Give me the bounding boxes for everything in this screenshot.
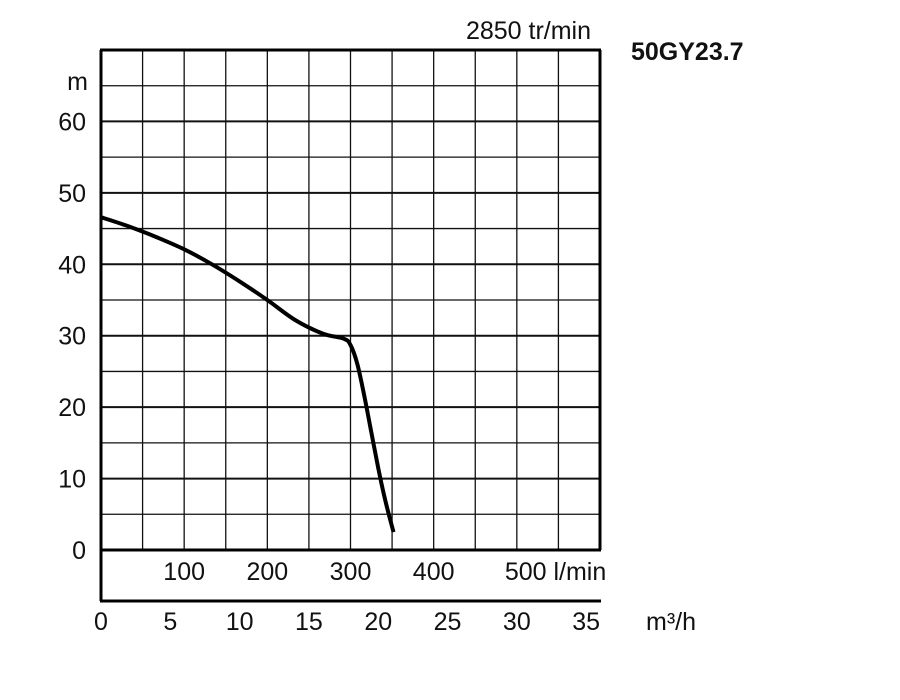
speed-label: 2850 tr/min: [466, 17, 591, 45]
x-tick-label: 35: [572, 608, 600, 636]
x-axis-label: m³/h: [646, 608, 696, 636]
x-tick-label: 20: [364, 608, 392, 636]
y-tick-label: 0: [72, 537, 86, 565]
lpm-tick-label: 300: [330, 558, 372, 586]
x-tick-label: 5: [163, 608, 177, 636]
x-tick-label: 30: [503, 608, 531, 636]
x-tick-label: 0: [94, 608, 108, 636]
y-axis-label: m: [67, 68, 88, 96]
y-tick-label: 20: [58, 394, 86, 422]
lpm-tick-labels: 100 200 300 400 500 l/min: [163, 558, 606, 586]
plot-frame: [99, 48, 602, 603]
head-flow-curve: [100, 215, 396, 533]
grid: [101, 50, 600, 550]
chart-title: 50GY23.7: [631, 38, 744, 66]
y-tick-label: 30: [58, 323, 86, 351]
y-tick-label: 10: [58, 466, 86, 494]
lpm-tick-label: 500 l/min: [505, 558, 606, 586]
y-tick-label: 50: [58, 180, 86, 208]
lpm-tick-label: 400: [413, 558, 455, 586]
y-tick-label: 60: [58, 108, 86, 136]
x-tick-label: 15: [295, 608, 323, 636]
x-tick-labels: 0 5 10 15 20 25 30 35: [94, 608, 600, 636]
x-tick-label: 25: [434, 608, 462, 636]
y-tick-label: 40: [58, 251, 86, 279]
y-tick-labels: 0 10 20 30 40 50 60: [58, 108, 86, 565]
lpm-tick-label: 200: [246, 558, 288, 586]
series-layer: [100, 215, 396, 533]
lpm-tick-label: 100: [163, 558, 205, 586]
x-tick-label: 10: [226, 608, 254, 636]
